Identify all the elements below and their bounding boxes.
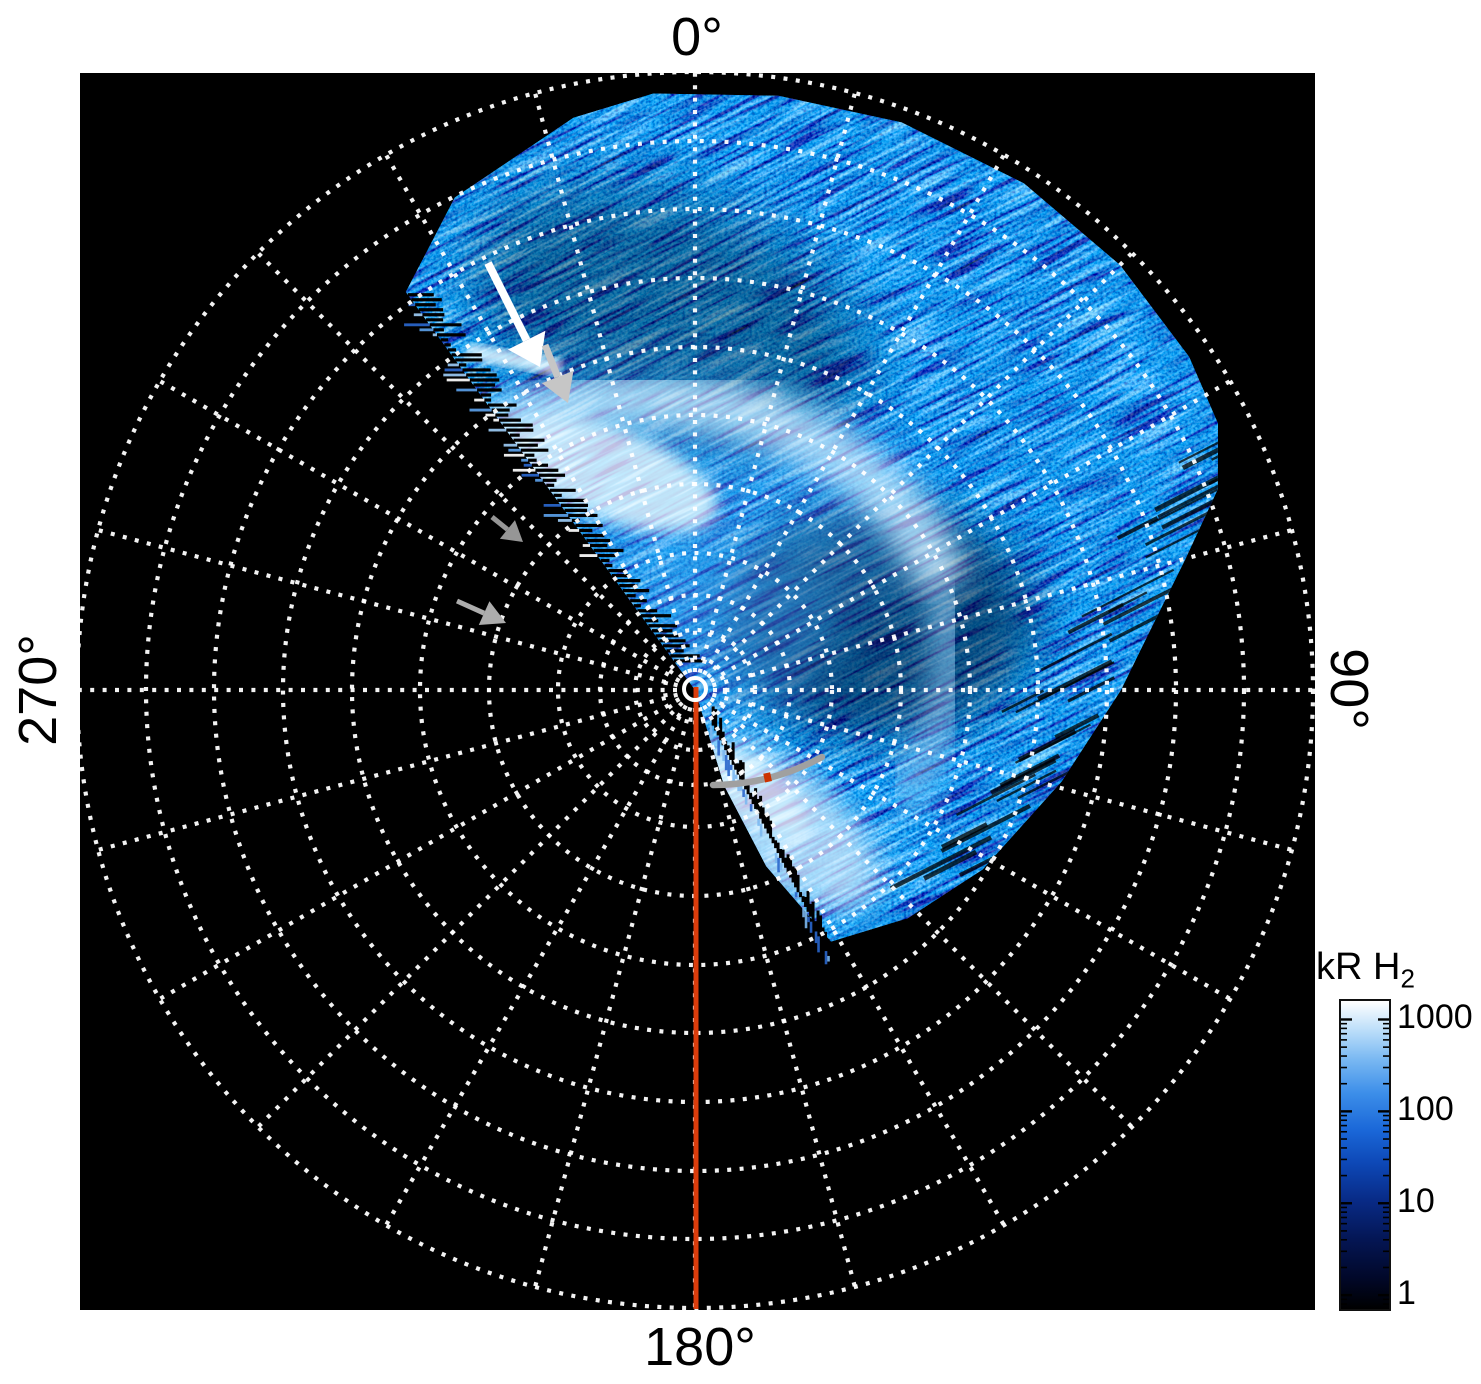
aurora-streak-overlay bbox=[405, 93, 1218, 942]
footprint-point bbox=[763, 772, 772, 783]
colorbar-tick-label: 10 bbox=[1397, 1182, 1435, 1221]
angle-label-270: 270° bbox=[8, 634, 68, 746]
arrow-white bbox=[484, 261, 546, 367]
angle-label-0: 0° bbox=[671, 7, 723, 67]
arrow-gray bbox=[490, 515, 523, 542]
colorbar-tick-label: 1000 bbox=[1397, 998, 1473, 1037]
colorbar-title: kR H2 bbox=[1316, 946, 1415, 994]
arrow-midgray bbox=[455, 598, 506, 626]
colorbar-ticks bbox=[1341, 1018, 1389, 1305]
polar-plot-area bbox=[80, 73, 1315, 1310]
angle-label-90: 90° bbox=[1319, 648, 1379, 730]
colorbar-tick-label: 1 bbox=[1397, 1274, 1416, 1313]
annotation-arrows bbox=[455, 261, 574, 626]
colorbar bbox=[1339, 999, 1391, 1311]
arrow-lightgray bbox=[541, 343, 574, 403]
polar-plot-canvas bbox=[80, 73, 1315, 1310]
colorbar-tick-label: 100 bbox=[1397, 1090, 1454, 1129]
edge-fade-streaks bbox=[889, 411, 1218, 891]
angle-label-180: 180° bbox=[644, 1317, 756, 1377]
pole-marker-ring bbox=[682, 676, 708, 702]
